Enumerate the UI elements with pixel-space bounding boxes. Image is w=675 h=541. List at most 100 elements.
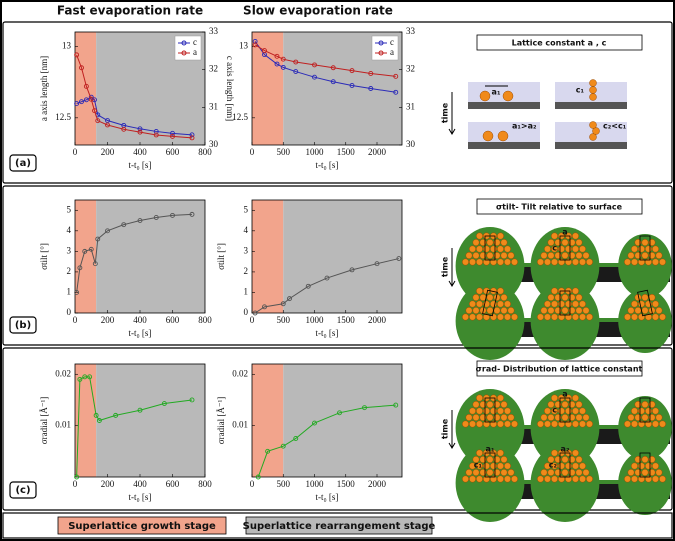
data-point [312,74,317,80]
particle [631,300,638,308]
particle [507,307,515,314]
particle [497,420,504,428]
particle [582,414,590,421]
legend-box [174,35,202,61]
particle [631,313,638,321]
particle [511,313,518,321]
particle [507,414,515,421]
particle [575,307,583,314]
y-tick-label: 5 [244,204,249,214]
particle [540,307,548,314]
particle [572,407,579,415]
particle [558,407,565,415]
y-axis-label: σtilt [°] [39,243,49,270]
particle [547,307,555,314]
particle [547,414,555,421]
footer-border [2,512,673,539]
diagram-label: a₁>a₂ [512,122,537,131]
particle [551,407,558,415]
particle [586,258,593,266]
y-tick-label: 4 [67,225,72,235]
data-point [77,265,83,271]
x-tick-label: 0 [250,147,255,157]
plot-frame [251,31,403,146]
substrate [468,142,540,149]
y-tick-label: 12.5 [232,112,248,122]
growth-legend-swatch [57,516,227,535]
x-tick-label: 2000 [368,479,387,489]
particle [479,456,487,463]
particle [486,414,494,421]
plot-frame [251,363,403,478]
data-point [393,89,399,95]
particle [652,462,659,470]
particle [547,469,555,476]
x-tick-label: 200 [101,147,115,157]
particle [561,294,569,301]
particle [472,239,480,246]
particle [476,407,483,415]
particle [551,313,558,321]
particle [504,420,511,428]
particle [483,287,490,295]
y-tick-label: 4 [244,225,249,235]
particle [575,456,583,463]
particle [476,420,483,428]
diagram-label: a₂ [561,445,570,454]
particle [575,252,583,259]
particle [558,462,565,470]
growth-stage-shade [75,200,97,313]
particle [641,401,649,408]
particle [504,407,511,415]
particle [507,252,515,259]
y-tick-label: 0.01 [232,420,248,430]
particle [465,414,473,421]
diagram-label: c [552,406,557,415]
x-tick-label: 1000 [306,479,325,489]
ligand-layer [455,444,525,522]
y-tick-label: 0.02 [55,368,71,378]
particle [575,469,583,476]
data-point [74,52,80,58]
particle [497,407,504,415]
particle [627,414,635,421]
panel-label-box [9,154,37,172]
particle [565,245,572,253]
x-tick-label: 800 [198,479,212,489]
particle [472,401,480,408]
particle [476,475,483,483]
x-axis-label: t-t₀ [s] [129,492,152,502]
particle [490,245,497,253]
particle [634,456,642,463]
particle [483,407,490,415]
time-label: time [441,418,450,439]
lattice-box [484,235,496,261]
data-point [280,443,286,449]
rearrangement-stage-shade [283,200,402,313]
diagram-label: c₂ [549,461,558,470]
particle [554,294,562,301]
diagram-title: σrad- Distribution of lattice constant [476,365,643,374]
particle [572,394,579,402]
y-tick-label: 0.01 [55,420,71,430]
particle [537,420,544,428]
data-point [161,401,167,406]
y2-tick-label: 31 [406,101,415,111]
particle [575,239,583,246]
particle [589,133,597,141]
particle [645,462,652,470]
plot-frame [251,199,403,314]
particle [465,307,473,314]
x-tick-label: 1000 [306,147,325,157]
data-point [137,407,143,413]
growth-stage-shade [252,364,284,477]
y-tick-label: 3 [67,245,72,255]
y2-tick-label: 32 [209,64,218,74]
particle [655,252,663,259]
legend-box [371,35,399,61]
y-tick-label: 1 [67,287,72,297]
data-point [170,212,175,218]
data-point [153,128,159,134]
particle [641,414,649,421]
data-point [137,126,143,132]
